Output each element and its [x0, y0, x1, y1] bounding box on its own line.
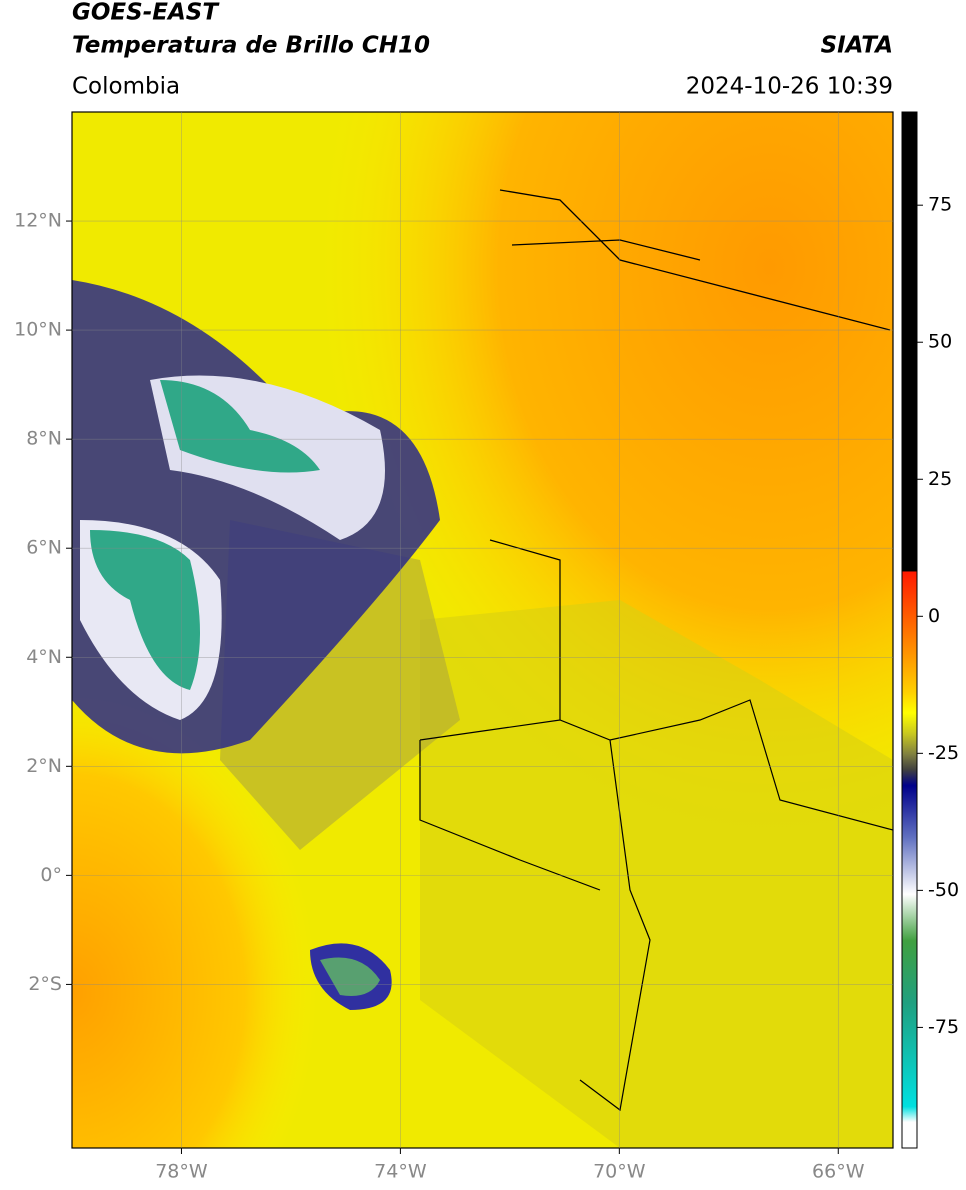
- lat-tick-label: 8°N: [26, 428, 62, 450]
- colorbar-tick-label: -75: [928, 1016, 959, 1038]
- lon-tick-label: 78°W: [155, 1161, 208, 1183]
- subtitle: Temperatura de Brillo CH10: [72, 33, 430, 59]
- lat-tick-label: 10°N: [14, 319, 62, 341]
- colorbar-tick-label: 50: [928, 331, 952, 353]
- lat-tick-label: 2°S: [28, 973, 62, 995]
- title: GOES-EAST: [72, 0, 220, 26]
- lon-tick-label: 74°W: [374, 1161, 427, 1183]
- map-frame: [71, 111, 894, 1149]
- map-image: [72, 112, 894, 1148]
- source: SIATA: [821, 33, 893, 59]
- lon-tick-label: 70°W: [593, 1161, 646, 1183]
- colorbar-tick-label: 25: [928, 468, 952, 490]
- lon-tick-label: 66°W: [812, 1161, 865, 1183]
- lat-tick-label: 12°N: [14, 210, 62, 232]
- colorbar-tick-label: 75: [928, 194, 952, 216]
- lat-tick-label: 0°: [40, 864, 62, 886]
- colorbar-tick-label: 0: [928, 605, 940, 627]
- colorbar: [901, 111, 918, 1149]
- colorbar-tick-label: -50: [928, 879, 959, 901]
- lat-tick-label: 4°N: [26, 646, 62, 668]
- lat-tick-label: 6°N: [26, 537, 62, 559]
- lat-tick-label: 2°N: [26, 755, 62, 777]
- region: Colombia: [72, 74, 180, 100]
- datetime: 2024-10-26 10:39: [686, 74, 893, 100]
- colorbar-tick-label: -25: [928, 742, 959, 764]
